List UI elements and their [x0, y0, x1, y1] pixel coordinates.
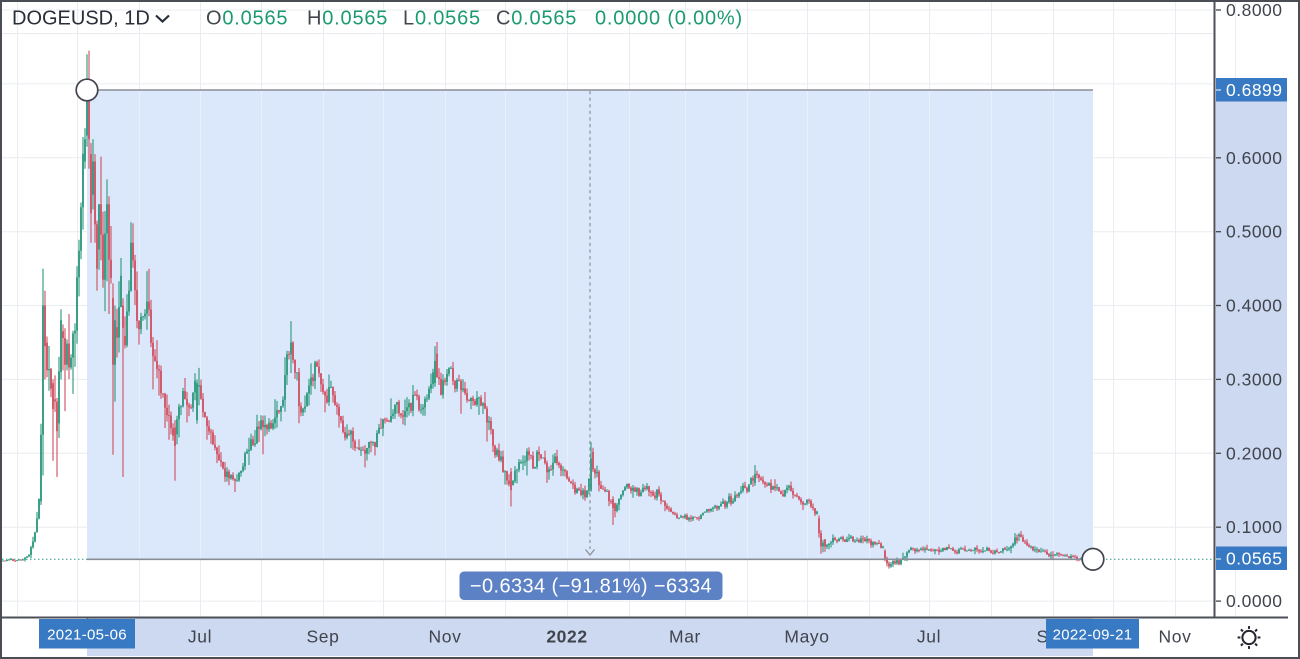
svg-text:DOGEUSD, 1D: DOGEUSD, 1D	[12, 8, 150, 30]
svg-text:2022-09-21: 2022-09-21	[1053, 627, 1133, 644]
svg-text:0.4000: 0.4000	[1226, 296, 1283, 316]
svg-text:0.0000: 0.0000	[1226, 591, 1283, 611]
svg-text:Jul: Jul	[917, 627, 941, 647]
svg-text:−0.6334 (−91.81%) −6334: −0.6334 (−91.81%) −6334	[470, 576, 712, 598]
svg-text:0.1000: 0.1000	[1226, 517, 1283, 537]
svg-text:Nov: Nov	[429, 627, 462, 647]
svg-text:0.5000: 0.5000	[1226, 222, 1283, 242]
svg-text:O0.0565: O0.0565	[206, 8, 288, 30]
svg-text:Jul: Jul	[188, 627, 212, 647]
svg-text:2021-05-06: 2021-05-06	[47, 627, 127, 644]
svg-text:L0.0565: L0.0565	[403, 8, 481, 30]
svg-text:0.8000: 0.8000	[1226, 0, 1283, 20]
svg-text:H0.0565: H0.0565	[307, 8, 388, 30]
svg-text:Mar: Mar	[669, 627, 701, 647]
svg-text:0.6899: 0.6899	[1226, 80, 1283, 100]
svg-text:Mayo: Mayo	[784, 627, 829, 647]
svg-text:Sep: Sep	[307, 627, 340, 647]
svg-text:0.3000: 0.3000	[1226, 369, 1283, 389]
svg-text:Nov: Nov	[1159, 627, 1192, 647]
svg-text:2022: 2022	[546, 627, 587, 647]
svg-text:0.6000: 0.6000	[1226, 148, 1283, 168]
svg-text:C0.0565: C0.0565	[496, 8, 577, 30]
svg-text:0.0565: 0.0565	[1226, 549, 1283, 569]
svg-text:0.2000: 0.2000	[1226, 443, 1283, 463]
svg-text:0.0000 (0.00%): 0.0000 (0.00%)	[595, 8, 743, 30]
